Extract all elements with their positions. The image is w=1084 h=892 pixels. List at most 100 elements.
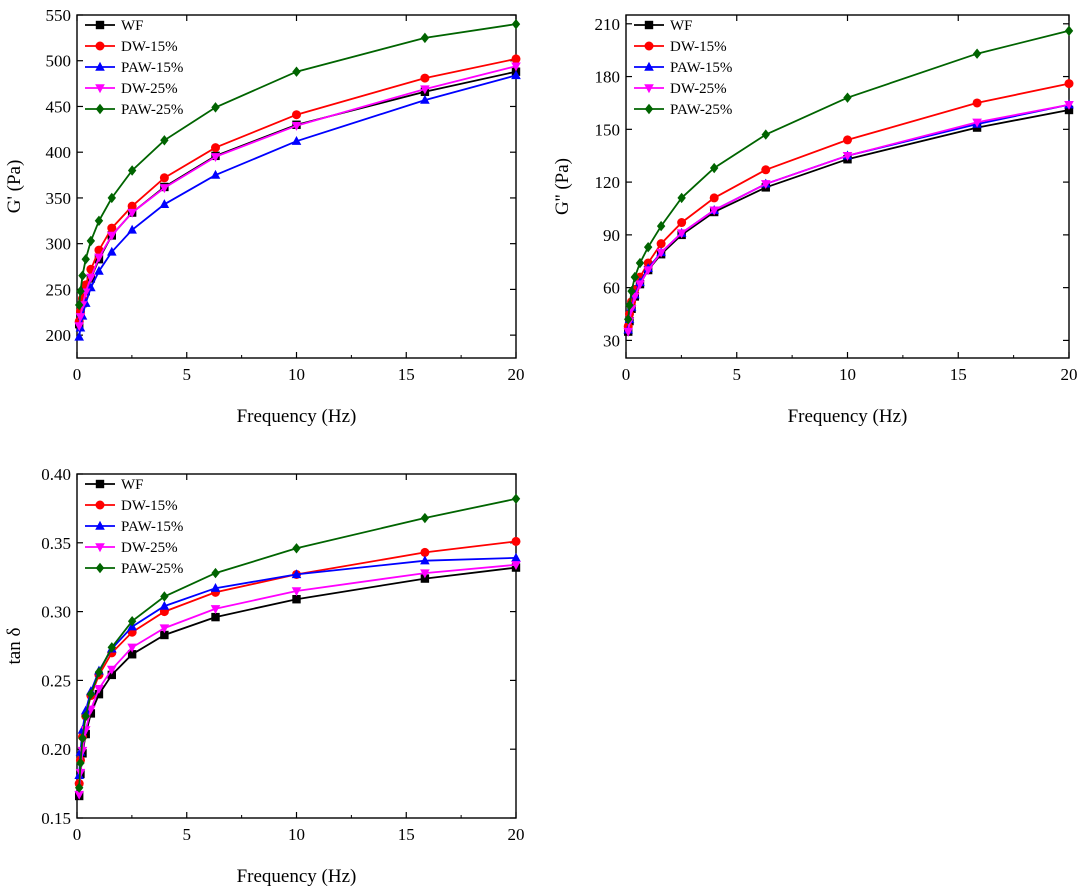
- x-tick-label: 15: [398, 825, 415, 844]
- data-point: [291, 121, 302, 131]
- data-point: [74, 299, 84, 311]
- legend-label: PAW-15%: [670, 60, 732, 76]
- data-point: [709, 193, 719, 203]
- x-tick-label: 5: [183, 825, 192, 844]
- legend-label: DW-15%: [670, 39, 727, 55]
- data-point: [656, 220, 666, 232]
- data-point: [94, 253, 104, 263]
- data-point: [656, 239, 666, 249]
- legend-item: PAW-15%: [85, 60, 183, 76]
- data-point: [210, 169, 221, 179]
- data-point: [635, 257, 645, 269]
- y-tick-label: 0.35: [41, 534, 71, 553]
- legend-label: PAW-25%: [121, 102, 183, 118]
- legend-label: PAW-25%: [670, 102, 732, 118]
- data-point: [972, 98, 982, 108]
- legend-marker: [95, 84, 105, 94]
- data-point: [81, 710, 90, 722]
- y-tick-label: 500: [46, 52, 72, 71]
- data-point: [75, 313, 86, 323]
- legend-label: DW-15%: [121, 39, 178, 55]
- y-tick-label: 180: [595, 68, 621, 87]
- data-point: [761, 129, 770, 140]
- data-point: [511, 536, 521, 546]
- series-paw-25-: [74, 18, 521, 311]
- chart-panel-2: 0 5 10 15 20 30 60 90 120 150 180 210 Frequency (Hz)…: [552, 14, 1078, 427]
- data-point: [78, 732, 87, 744]
- legend-item: PAW-25%: [85, 561, 183, 577]
- data-point: [627, 285, 636, 297]
- data-point: [643, 266, 653, 276]
- data-point: [843, 135, 852, 145]
- data-point: [76, 757, 85, 769]
- legend-marker: [95, 543, 105, 553]
- data-point: [291, 587, 302, 597]
- data-point: [760, 180, 771, 190]
- data-point: [127, 616, 137, 627]
- data-point: [211, 567, 220, 579]
- y-tick-label: 200: [46, 326, 72, 345]
- data-point: [106, 246, 117, 256]
- x-tick-label: 10: [288, 825, 305, 844]
- data-point: [420, 73, 430, 83]
- data-point: [127, 165, 137, 176]
- x-axis-title: Frequency (Hz): [788, 406, 908, 427]
- data-point: [292, 66, 301, 77]
- data-point: [127, 208, 137, 218]
- legend: WF DW-15% PAW-15% DW-25% PAW-25%: [85, 477, 183, 577]
- legend-item: PAW-15%: [634, 60, 732, 76]
- y-tick-label: 300: [46, 235, 72, 254]
- legend-marker: [95, 20, 105, 30]
- data-point: [76, 286, 85, 297]
- data-point: [1064, 25, 1074, 37]
- y-axis-title: tan δ: [4, 627, 25, 664]
- data-point: [511, 493, 521, 504]
- legend-marker: [644, 20, 654, 30]
- series-paw-25-: [624, 25, 1074, 325]
- data-point: [1064, 105, 1074, 115]
- data-point: [709, 206, 719, 216]
- data-point: [107, 192, 116, 204]
- legend-item: PAW-25%: [85, 102, 183, 118]
- legend-item: DW-25%: [85, 540, 178, 556]
- y-tick-label: 210: [595, 15, 621, 34]
- data-point: [420, 569, 430, 579]
- data-point: [94, 666, 104, 678]
- data-point: [511, 18, 521, 30]
- legend-label: DW-25%: [121, 81, 178, 97]
- legend-item: DW-15%: [85, 498, 178, 514]
- data-point: [159, 199, 170, 209]
- legend-marker: [95, 61, 105, 71]
- data-point: [106, 665, 117, 675]
- data-point: [106, 231, 117, 241]
- data-point: [643, 241, 653, 253]
- data-point: [709, 162, 719, 174]
- data-point: [159, 624, 170, 634]
- data-point: [211, 143, 221, 153]
- data-point: [80, 705, 91, 715]
- data-point: [127, 643, 137, 653]
- legend-label: DW-25%: [121, 540, 178, 556]
- data-point: [210, 153, 221, 162]
- data-point: [127, 201, 137, 211]
- data-point: [677, 192, 686, 204]
- data-point: [292, 110, 301, 120]
- legend-marker: [95, 562, 105, 574]
- series-wf: [74, 563, 521, 801]
- data-point: [159, 184, 170, 194]
- data-point: [292, 543, 301, 554]
- y-tick-label: 0.15: [41, 809, 71, 828]
- data-point: [77, 746, 88, 756]
- data-point: [842, 152, 853, 161]
- series-paw-15-: [74, 552, 521, 780]
- legend-marker: [644, 41, 654, 51]
- legend-marker: [95, 479, 105, 489]
- legend-label: DW-25%: [670, 81, 727, 97]
- series-line: [78, 58, 517, 322]
- x-axis-title: Frequency (Hz): [237, 866, 357, 887]
- data-point: [420, 555, 430, 565]
- legend-label: WF: [121, 18, 144, 34]
- data-point: [159, 173, 169, 183]
- legend-marker: [644, 103, 654, 115]
- x-tick-label: 5: [183, 365, 192, 384]
